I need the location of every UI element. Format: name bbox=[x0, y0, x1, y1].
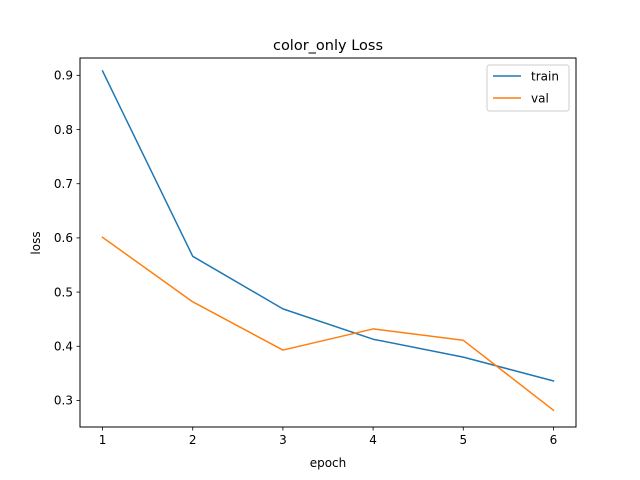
x-tick-label: 6 bbox=[550, 433, 558, 447]
y-tick-label: 0.8 bbox=[54, 123, 73, 137]
y-tick-label: 0.4 bbox=[54, 340, 73, 354]
x-tick-label: 2 bbox=[189, 433, 197, 447]
x-axis-ticks: 1 2 3 4 5 6 bbox=[99, 427, 558, 447]
y-tick-label: 0.7 bbox=[54, 177, 73, 191]
series-line-val bbox=[101, 236, 555, 412]
y-tick-label: 0.6 bbox=[54, 231, 73, 245]
x-tick-label: 1 bbox=[99, 433, 107, 447]
y-axis-ticks: 0.3 0.4 0.5 0.6 0.7 0.8 0.9 bbox=[54, 69, 80, 408]
y-tick-label: 0.3 bbox=[54, 394, 73, 408]
y-tick-label: 0.5 bbox=[54, 285, 73, 299]
legend: train val bbox=[486, 64, 570, 112]
series-line-train bbox=[101, 69, 555, 382]
chart-title: color_only Loss bbox=[273, 38, 383, 54]
y-tick-label: 0.9 bbox=[54, 69, 73, 83]
x-axis-label: epoch bbox=[310, 456, 347, 470]
y-axis-label: loss bbox=[29, 231, 43, 254]
legend-label-val: val bbox=[531, 91, 549, 105]
x-tick-label: 5 bbox=[459, 433, 467, 447]
plot-frame bbox=[79, 57, 577, 428]
legend-label-train: train bbox=[531, 69, 559, 83]
x-tick-label: 3 bbox=[279, 433, 287, 447]
plot-lines bbox=[101, 69, 555, 412]
x-tick-label: 4 bbox=[369, 433, 377, 447]
